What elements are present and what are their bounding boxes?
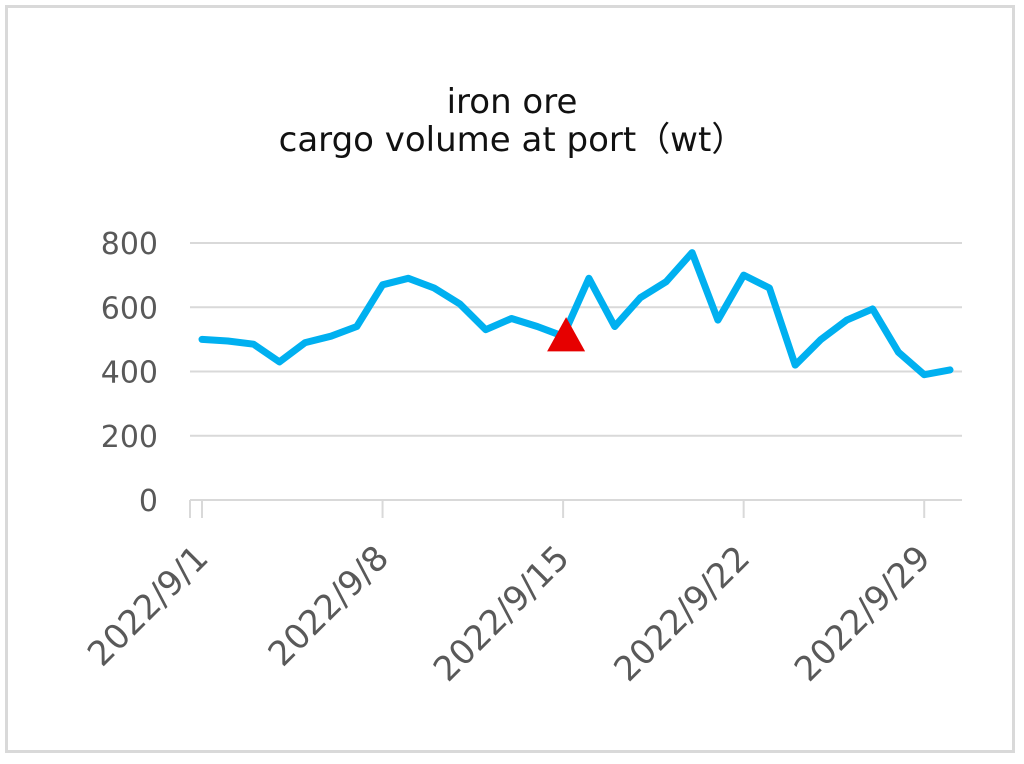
y-tick-label: 800: [101, 227, 158, 262]
y-tick-label: 600: [101, 291, 158, 326]
x-tick-label: 2022/9/1: [80, 538, 216, 674]
x-tick-label: 2022/9/15: [426, 538, 578, 690]
y-tick-label: 200: [101, 420, 158, 455]
series-line: [198, 249, 954, 379]
triangle-marker: [547, 317, 586, 352]
chart-frame: [5, 5, 1015, 753]
x-tick-label: 2022/9/29: [787, 538, 939, 690]
chart-title-line1: iron ore: [446, 82, 578, 122]
x-tick-label: 2022/9/8: [261, 538, 397, 674]
y-tick-label: 400: [101, 356, 158, 391]
y-tick-label: 0: [139, 484, 158, 519]
x-tick-label: 2022/9/22: [606, 538, 758, 690]
chart-title-line2: cargo volume at port（wt）: [278, 120, 746, 160]
